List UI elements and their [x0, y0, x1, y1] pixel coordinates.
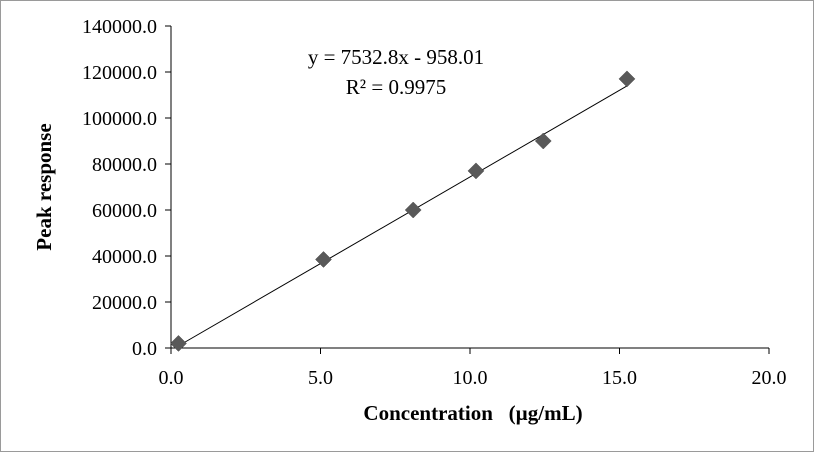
- x-axis-title: Concentration (µg/mL): [363, 401, 582, 425]
- x-tick-label: 10.0: [453, 367, 488, 389]
- data-point: [404, 201, 422, 219]
- y-tick-label: 20000.0: [92, 292, 157, 314]
- y-tick-label: 100000.0: [82, 108, 157, 130]
- y-tick-label: 0.0: [132, 338, 157, 360]
- x-tick-label: 5.0: [308, 367, 333, 389]
- x-tick-label: 20.0: [752, 367, 787, 389]
- x-axis-ticks: 0.0 5.0 10.0 15.0 20.0: [159, 348, 787, 389]
- y-tick-label: 40000.0: [92, 246, 157, 268]
- y-axis-ticks: 0.0 20000.0 40000.0 60000.0 80000.0 100000.0 1…: [82, 16, 171, 360]
- data-point: [315, 251, 332, 268]
- data-point: [534, 132, 552, 150]
- y-tick-label: 120000.0: [82, 62, 157, 84]
- y-tick-label: 60000.0: [92, 200, 157, 222]
- data-point: [618, 70, 636, 88]
- y-tick-label: 140000.0: [82, 16, 157, 38]
- x-tick-label: 0.0: [159, 367, 184, 389]
- trendline-equation: y = 7532.8x - 958.01: [308, 45, 484, 69]
- r-squared-label: R² = 0.9975: [346, 75, 446, 99]
- data-points: [170, 70, 636, 352]
- y-tick-label: 80000.0: [92, 154, 157, 176]
- data-point: [170, 335, 187, 352]
- axes: [170, 26, 769, 349]
- y-axis-title: Peak response: [32, 123, 56, 250]
- data-point: [467, 162, 485, 180]
- trendline: [178, 85, 628, 347]
- x-tick-label: 15.0: [602, 367, 637, 389]
